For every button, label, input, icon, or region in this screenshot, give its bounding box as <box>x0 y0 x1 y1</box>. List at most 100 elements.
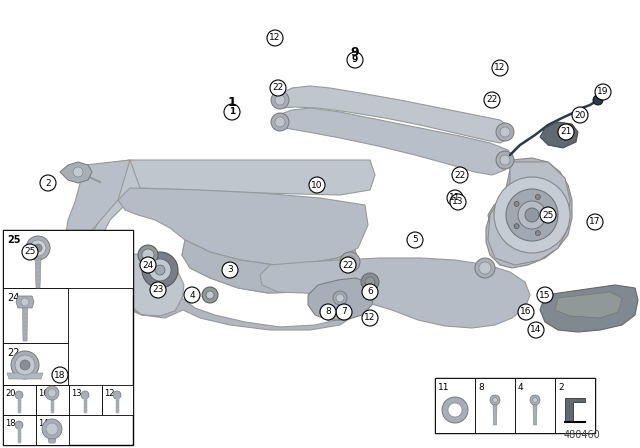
Text: 22: 22 <box>342 260 354 270</box>
Circle shape <box>26 236 50 260</box>
Text: 25: 25 <box>24 247 36 257</box>
Circle shape <box>475 258 495 278</box>
Circle shape <box>45 386 59 400</box>
Circle shape <box>155 265 165 275</box>
Text: 1: 1 <box>229 108 235 116</box>
Circle shape <box>494 177 570 253</box>
Text: 21: 21 <box>560 128 572 137</box>
Circle shape <box>500 155 510 165</box>
Circle shape <box>496 151 514 169</box>
Circle shape <box>309 177 325 193</box>
Circle shape <box>490 395 500 405</box>
Polygon shape <box>22 308 28 341</box>
Bar <box>3 343 68 385</box>
Circle shape <box>320 304 336 320</box>
Bar <box>475 378 515 433</box>
Circle shape <box>336 294 344 302</box>
Circle shape <box>347 52 363 68</box>
Text: 25: 25 <box>7 235 20 245</box>
Polygon shape <box>35 258 41 288</box>
Circle shape <box>224 104 240 120</box>
Polygon shape <box>493 405 497 425</box>
Polygon shape <box>118 188 368 265</box>
Text: 18: 18 <box>54 370 66 379</box>
Text: 9: 9 <box>352 56 358 65</box>
Circle shape <box>271 113 289 131</box>
Bar <box>435 378 595 433</box>
Circle shape <box>184 287 200 303</box>
Text: 11: 11 <box>438 383 449 392</box>
Bar <box>69 385 102 415</box>
Circle shape <box>362 310 378 326</box>
Circle shape <box>587 214 603 230</box>
Circle shape <box>142 252 178 288</box>
Polygon shape <box>540 285 638 332</box>
Circle shape <box>340 252 360 272</box>
Circle shape <box>140 257 156 273</box>
Circle shape <box>48 421 56 429</box>
Circle shape <box>518 201 546 229</box>
Polygon shape <box>488 162 570 265</box>
Text: 14: 14 <box>531 326 541 335</box>
Text: 3: 3 <box>227 266 233 275</box>
Polygon shape <box>7 373 43 379</box>
Circle shape <box>267 30 283 46</box>
Circle shape <box>271 91 289 109</box>
Text: 12: 12 <box>364 314 376 323</box>
Text: 16: 16 <box>520 307 532 316</box>
Circle shape <box>73 167 83 177</box>
Bar <box>3 288 68 343</box>
Circle shape <box>333 291 347 305</box>
Circle shape <box>452 167 468 183</box>
Circle shape <box>149 259 171 281</box>
Circle shape <box>506 189 558 241</box>
Circle shape <box>493 397 497 402</box>
Text: 23: 23 <box>152 285 164 294</box>
Polygon shape <box>486 158 572 268</box>
Circle shape <box>572 107 588 123</box>
Text: 16: 16 <box>38 389 49 398</box>
Circle shape <box>484 92 500 108</box>
Polygon shape <box>308 278 374 320</box>
Text: 10: 10 <box>311 181 323 190</box>
Bar <box>36 415 69 445</box>
Circle shape <box>150 282 166 298</box>
Circle shape <box>548 212 554 217</box>
Circle shape <box>447 190 463 206</box>
Circle shape <box>202 287 218 303</box>
Circle shape <box>362 284 378 300</box>
Text: 22: 22 <box>7 348 19 358</box>
Circle shape <box>365 277 375 287</box>
Bar <box>36 385 69 415</box>
Circle shape <box>595 84 611 100</box>
Circle shape <box>275 95 285 105</box>
Circle shape <box>48 391 56 399</box>
Circle shape <box>450 194 466 210</box>
Circle shape <box>514 224 519 228</box>
Circle shape <box>48 389 56 397</box>
Bar <box>102 385 133 415</box>
Circle shape <box>81 391 89 399</box>
Circle shape <box>21 298 29 306</box>
Circle shape <box>34 244 42 252</box>
Text: 24: 24 <box>142 260 154 270</box>
Text: 6: 6 <box>367 288 373 297</box>
Circle shape <box>222 262 238 278</box>
Polygon shape <box>60 162 92 183</box>
Circle shape <box>15 391 23 399</box>
Polygon shape <box>278 108 512 175</box>
Bar <box>3 385 36 415</box>
Polygon shape <box>125 160 375 195</box>
Text: 19: 19 <box>597 87 609 96</box>
Text: 22: 22 <box>454 171 466 180</box>
Polygon shape <box>278 86 512 143</box>
Text: 13: 13 <box>71 389 82 398</box>
Circle shape <box>537 287 553 303</box>
Circle shape <box>593 95 603 105</box>
Circle shape <box>500 127 510 137</box>
Circle shape <box>530 395 540 405</box>
Polygon shape <box>260 258 530 328</box>
Circle shape <box>336 304 352 320</box>
Circle shape <box>40 175 56 191</box>
Circle shape <box>344 256 356 268</box>
